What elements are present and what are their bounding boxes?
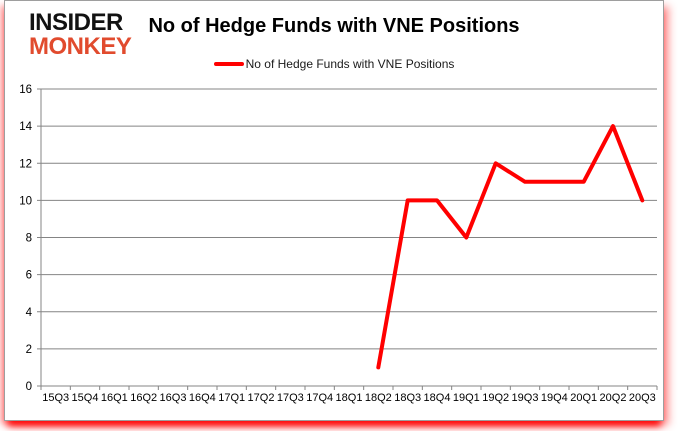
x-axis-tick-label: 16Q2	[130, 392, 157, 404]
x-axis-tick-label: 17Q1	[218, 392, 245, 404]
x-axis-tick-label: 17Q3	[277, 392, 304, 404]
x-axis-tick-label: 15Q4	[72, 392, 99, 404]
x-axis-tick-label: 15Q3	[42, 392, 69, 404]
chart-title: No of Hedge Funds with VNE Positions	[148, 15, 520, 37]
x-axis-tick-label: 18Q2	[365, 392, 392, 404]
x-axis-tick-label: 20Q3	[629, 392, 656, 404]
x-axis-tick-label: 17Q4	[306, 392, 333, 404]
x-axis-tick-label: 16Q1	[101, 392, 128, 404]
x-axis-tick-label: 19Q1	[453, 392, 480, 404]
chart-card: INSIDER MONKEY No of Hedge Funds with VN…	[4, 0, 664, 421]
x-axis-tick-label: 19Q4	[541, 392, 568, 404]
legend-label: No of Hedge Funds with VNE Positions	[245, 57, 455, 71]
x-axis-tick-label: 19Q2	[482, 392, 509, 404]
x-axis-tick-label: 18Q4	[424, 392, 451, 404]
y-axis-tick-label: 2	[26, 344, 32, 356]
data-series-line	[376, 124, 645, 370]
y-axis-tick-label: 14	[19, 121, 32, 133]
x-axis-tick-label: 16Q3	[160, 392, 187, 404]
logo-text-monkey: MONKEY	[29, 32, 132, 60]
x-axis-tick-label: 19Q3	[512, 392, 539, 404]
x-axis-tick-label: 16Q4	[189, 392, 216, 404]
x-axis-tick-label: 18Q1	[336, 392, 363, 404]
y-axis-tick-label: 8	[26, 233, 32, 245]
y-axis-tick-label: 0	[26, 381, 32, 393]
y-axis-tick-label: 16	[19, 84, 32, 96]
x-axis-tick-label: 20Q2	[600, 392, 627, 404]
y-axis-tick-label: 10	[19, 195, 32, 207]
insider-monkey-logo: INSIDER MONKEY	[29, 9, 132, 60]
logo-text-insider: INSIDER	[29, 9, 123, 36]
y-axis-tick-label: 4	[26, 307, 33, 319]
y-axis-tick-label: 12	[19, 158, 32, 170]
x-axis-tick-label: 20Q1	[570, 392, 597, 404]
legend-line-marker	[213, 62, 244, 66]
x-axis-tick-label: 18Q3	[394, 392, 421, 404]
legend: No of Hedge Funds with VNE Positions	[5, 57, 663, 71]
x-axis-tick-label: 17Q2	[248, 392, 275, 404]
y-axis-tick-label: 6	[26, 270, 32, 282]
